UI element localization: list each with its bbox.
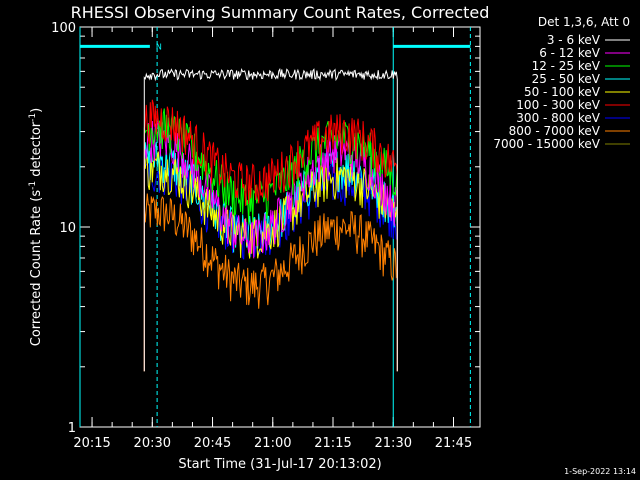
y-tick-label: 1 xyxy=(68,421,76,436)
x-tick-label: 21:15 xyxy=(314,436,351,451)
legend-header: Det 1,3,6, Att 0 xyxy=(538,15,630,29)
series-line-100-300-kev xyxy=(143,99,398,372)
x-tick-label: 21:30 xyxy=(375,436,412,451)
x-tick-label: 20:45 xyxy=(194,436,231,451)
axes-group: 1 10 100 20:15 20:30 20:45 21:00 21:15 21:30 21:4… xyxy=(51,21,480,451)
y-tick-label: 100 xyxy=(51,21,76,36)
legend-label: 25 - 50 keV xyxy=(532,72,601,86)
legend-label: 50 - 100 keV xyxy=(524,85,601,99)
x-tick-label: 21:45 xyxy=(435,436,472,451)
series-line-800-7000-kev xyxy=(143,193,398,372)
series-line-3-6-kev xyxy=(143,67,398,372)
legend-label: 800 - 7000 keV xyxy=(509,124,601,138)
y-axis-label: Corrected Count Rate (s-1 detector-1) xyxy=(28,108,44,346)
legend-label: 3 - 6 keV xyxy=(547,33,601,47)
x-tick-label: 20:30 xyxy=(134,436,171,451)
series-group xyxy=(143,67,398,372)
legend-label: 100 - 300 keV xyxy=(516,98,600,112)
chart-title: RHESSI Observing Summary Count Rates, Co… xyxy=(71,3,490,22)
y-tick-label: 10 xyxy=(59,221,76,236)
observing-bar-label: N xyxy=(156,42,162,51)
x-tick-label: 21:00 xyxy=(254,436,291,451)
legend-label: 7000 - 15000 keV xyxy=(493,137,600,151)
legend-label: 12 - 25 keV xyxy=(532,59,601,73)
x-axis-label: Start Time (31-Jul-17 20:13:02) xyxy=(178,457,381,472)
footer-timestamp: 1-Sep-2022 13:14 xyxy=(564,467,636,476)
series-line-6-12-kev xyxy=(143,120,398,372)
legend-label: 6 - 12 keV xyxy=(539,46,601,60)
x-tick-label: 20:15 xyxy=(73,436,110,451)
legend-label: 300 - 800 keV xyxy=(516,111,600,125)
